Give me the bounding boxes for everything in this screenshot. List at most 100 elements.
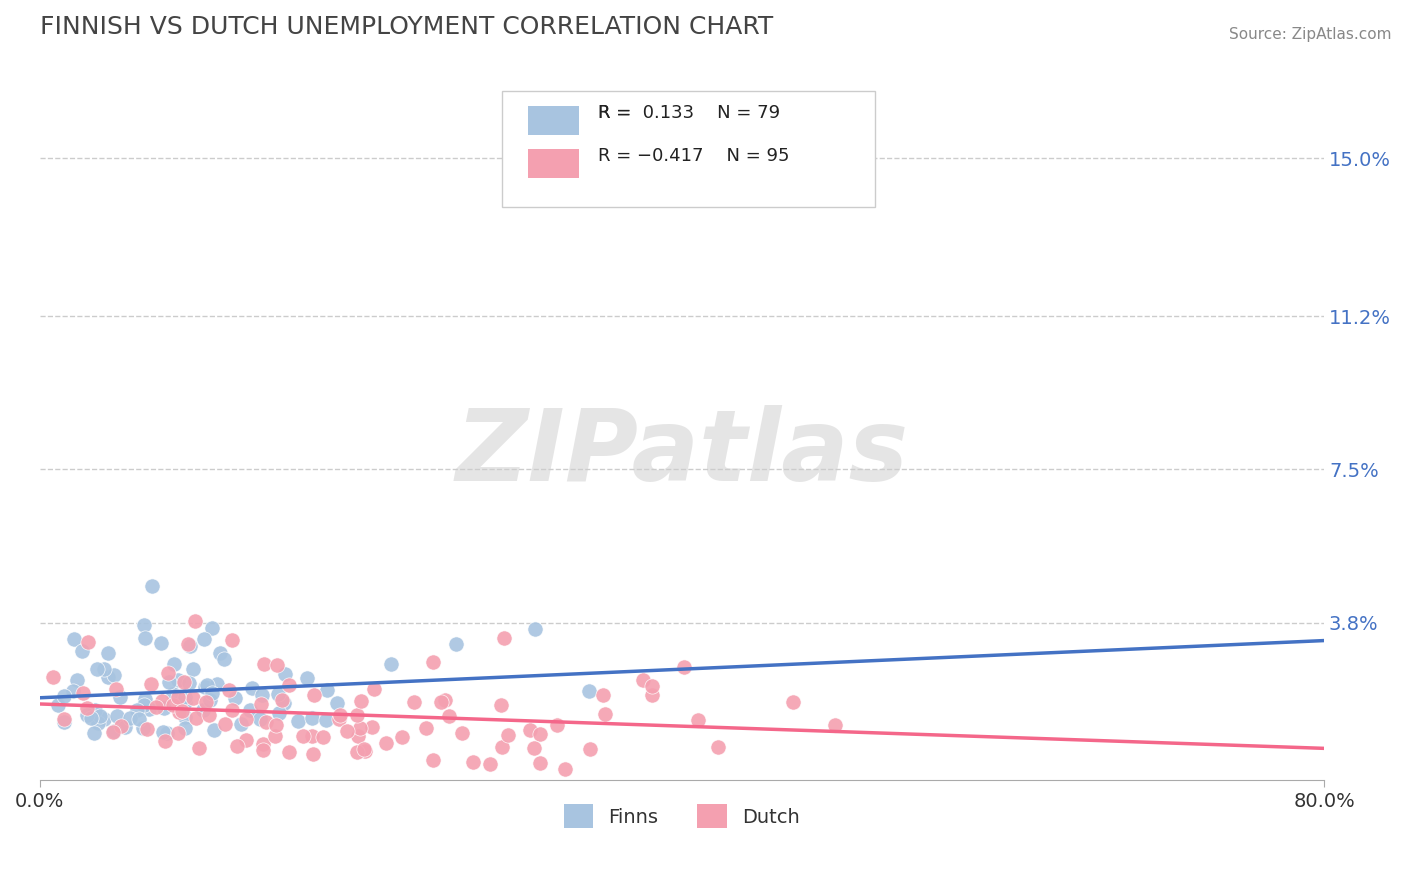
Point bbox=[250, 688, 273, 702]
Point bbox=[84, 703, 107, 717]
Point bbox=[707, 740, 730, 755]
Point bbox=[253, 657, 276, 671]
Point bbox=[686, 713, 709, 727]
Point bbox=[201, 686, 224, 700]
Point bbox=[346, 745, 368, 759]
Point bbox=[193, 632, 215, 647]
Point bbox=[287, 714, 309, 728]
Point bbox=[297, 671, 319, 685]
Text: FINNISH VS DUTCH UNEMPLOYMENT CORRELATION CHART: FINNISH VS DUTCH UNEMPLOYMENT CORRELATIO… bbox=[39, 15, 773, 39]
Point bbox=[183, 614, 205, 628]
Point bbox=[173, 674, 195, 689]
Point bbox=[134, 617, 156, 632]
Point bbox=[149, 636, 172, 650]
Point bbox=[166, 673, 188, 688]
Point bbox=[170, 704, 193, 718]
Point bbox=[110, 719, 132, 733]
Point bbox=[301, 729, 323, 743]
Point bbox=[224, 690, 246, 705]
Point bbox=[554, 762, 576, 776]
Point bbox=[363, 682, 385, 697]
Point bbox=[529, 727, 551, 741]
Point bbox=[42, 670, 65, 684]
Point bbox=[235, 732, 257, 747]
Point bbox=[181, 690, 204, 705]
Point bbox=[134, 631, 156, 645]
Point bbox=[76, 707, 98, 722]
Text: Source: ZipAtlas.com: Source: ZipAtlas.com bbox=[1229, 27, 1392, 42]
Point bbox=[346, 707, 368, 722]
Point bbox=[136, 723, 159, 737]
Point bbox=[519, 723, 541, 738]
Point bbox=[274, 667, 297, 681]
Point bbox=[103, 668, 125, 682]
Point bbox=[72, 686, 94, 700]
Point bbox=[105, 681, 128, 696]
Legend: Finns, Dutch: Finns, Dutch bbox=[557, 797, 807, 836]
Point bbox=[97, 670, 120, 684]
Point bbox=[350, 694, 373, 708]
Point bbox=[673, 659, 696, 673]
Text: R = −0.417    N = 95: R = −0.417 N = 95 bbox=[599, 147, 790, 165]
Point bbox=[273, 696, 295, 710]
Point bbox=[166, 726, 188, 740]
Point bbox=[437, 709, 460, 723]
Point bbox=[101, 725, 124, 739]
Point bbox=[97, 646, 120, 660]
Point bbox=[108, 690, 131, 704]
Point bbox=[152, 725, 174, 739]
Point bbox=[391, 730, 413, 744]
FancyBboxPatch shape bbox=[502, 91, 875, 207]
Point bbox=[404, 695, 426, 709]
Point bbox=[70, 644, 93, 658]
Point bbox=[177, 676, 200, 690]
Point bbox=[218, 682, 240, 697]
Point bbox=[221, 703, 243, 717]
Point bbox=[301, 711, 323, 725]
FancyBboxPatch shape bbox=[527, 105, 579, 135]
Point bbox=[235, 712, 257, 726]
Point bbox=[479, 757, 502, 772]
Point bbox=[195, 678, 218, 692]
Point bbox=[128, 712, 150, 726]
Point bbox=[77, 635, 100, 649]
Point bbox=[174, 695, 197, 709]
Point bbox=[593, 706, 616, 721]
Point bbox=[187, 741, 209, 756]
Point bbox=[66, 673, 89, 688]
Point bbox=[181, 662, 204, 676]
Text: R =: R = bbox=[599, 103, 643, 122]
Point bbox=[349, 721, 371, 735]
Text: R =  0.133    N = 79: R = 0.133 N = 79 bbox=[599, 103, 780, 122]
Point bbox=[162, 687, 184, 701]
Text: ZIPatlas: ZIPatlas bbox=[456, 405, 908, 502]
Point bbox=[434, 693, 457, 707]
Point bbox=[354, 744, 377, 758]
Point bbox=[489, 698, 512, 712]
Point bbox=[336, 723, 359, 738]
Point bbox=[191, 704, 214, 718]
Point bbox=[422, 753, 444, 767]
Point bbox=[132, 721, 155, 735]
Point bbox=[173, 690, 195, 704]
Point bbox=[156, 666, 179, 681]
Point bbox=[266, 657, 288, 672]
Point bbox=[312, 730, 335, 744]
Point bbox=[328, 712, 350, 726]
Point bbox=[304, 688, 326, 702]
Point bbox=[53, 689, 76, 703]
Point bbox=[491, 739, 513, 754]
Point bbox=[633, 673, 655, 688]
Point bbox=[523, 740, 546, 755]
Point bbox=[302, 747, 325, 761]
Point bbox=[415, 721, 437, 735]
Point bbox=[145, 699, 167, 714]
Point bbox=[292, 729, 315, 743]
Point bbox=[315, 714, 337, 728]
Point bbox=[89, 709, 111, 723]
Point bbox=[270, 692, 292, 706]
Point bbox=[184, 711, 207, 725]
Point bbox=[578, 684, 600, 698]
Point bbox=[277, 678, 299, 692]
Point bbox=[346, 729, 368, 743]
